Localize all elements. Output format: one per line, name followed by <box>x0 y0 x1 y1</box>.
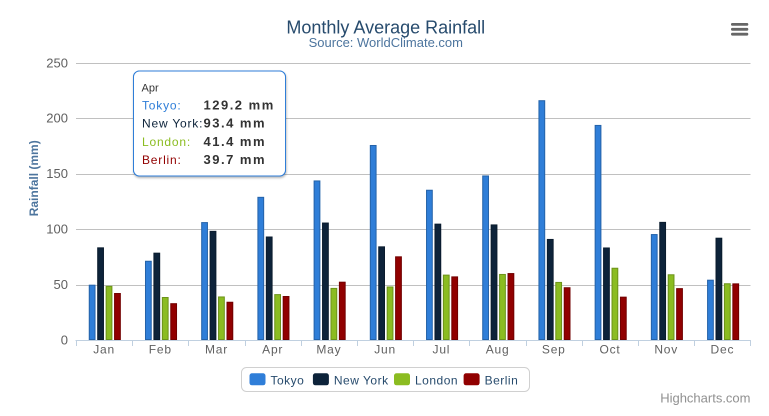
svg-text:250: 250 <box>46 55 68 70</box>
svg-text:93.4 mm: 93.4 mm <box>204 116 267 131</box>
svg-text:Feb: Feb <box>149 342 172 356</box>
svg-text:Highcharts.com: Highcharts.com <box>660 391 750 406</box>
svg-text:Source: WorldClimate.com: Source: WorldClimate.com <box>309 35 463 50</box>
svg-text:Mar: Mar <box>205 342 228 356</box>
svg-text:Tokyo:: Tokyo: <box>142 98 181 112</box>
svg-text:London:: London: <box>142 135 191 149</box>
svg-text:Jan: Jan <box>93 342 115 356</box>
svg-text:Apr: Apr <box>142 83 159 95</box>
svg-text:May: May <box>316 342 341 356</box>
svg-text:41.4 mm: 41.4 mm <box>204 134 267 149</box>
svg-text:Jun: Jun <box>374 342 396 356</box>
svg-text:Nov: Nov <box>654 342 678 356</box>
svg-text:39.7 mm: 39.7 mm <box>204 152 267 167</box>
svg-text:Rainfall (mm): Rainfall (mm) <box>27 140 41 216</box>
svg-text:New York: New York <box>334 373 389 387</box>
svg-text:100: 100 <box>46 222 68 237</box>
svg-text:Berlin:: Berlin: <box>142 153 182 167</box>
svg-text:Dec: Dec <box>711 342 735 356</box>
svg-text:Aug: Aug <box>486 342 510 356</box>
svg-text:Sep: Sep <box>542 342 566 356</box>
svg-text:129.2 mm: 129.2 mm <box>204 97 275 112</box>
svg-text:London: London <box>415 373 458 387</box>
svg-text:Oct: Oct <box>599 342 620 356</box>
svg-text:Berlin: Berlin <box>485 373 519 387</box>
svg-text:Tokyo: Tokyo <box>271 373 305 387</box>
svg-text:Apr: Apr <box>262 342 283 356</box>
svg-text:0: 0 <box>61 332 68 347</box>
svg-text:50: 50 <box>54 277 68 292</box>
svg-text:150: 150 <box>46 166 68 181</box>
svg-text:Monthly Average Rainfall: Monthly Average Rainfall <box>286 18 485 38</box>
svg-text:200: 200 <box>46 111 68 126</box>
svg-text:Jul: Jul <box>433 342 451 356</box>
svg-text:New York:: New York: <box>142 117 203 131</box>
